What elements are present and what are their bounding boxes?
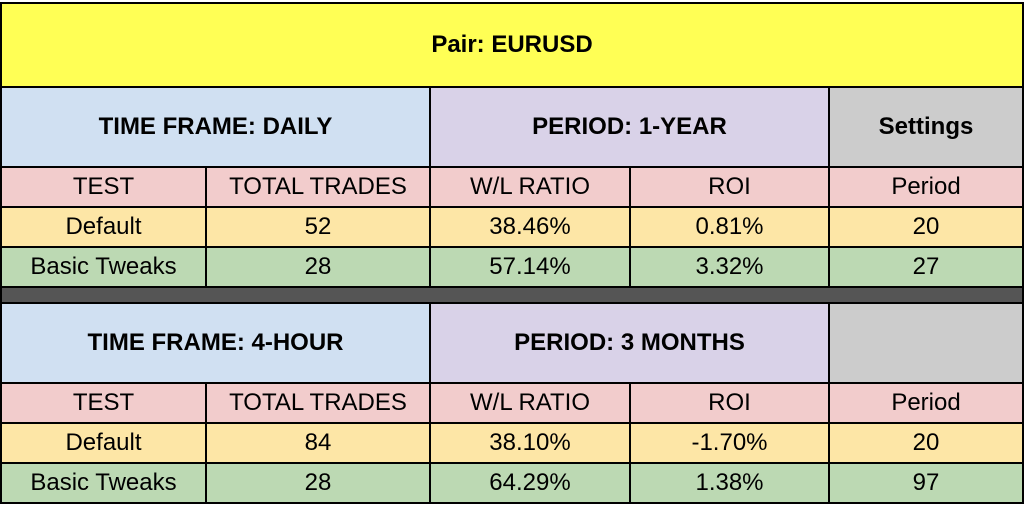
header-total-trades: TOTAL TRADES bbox=[205, 382, 431, 424]
header-roi: ROI bbox=[629, 382, 830, 424]
results-table: Pair: EURUSD TIME FRAME: DAILY PERIOD: 1… bbox=[0, 2, 1024, 504]
timeframe-4-hour: TIME FRAME: 4-HOUR bbox=[0, 302, 431, 384]
period-3-months: PERIOD: 3 MONTHS bbox=[429, 302, 830, 384]
table-row: Basic Tweaks 28 64.29% 1.38% 97 bbox=[0, 462, 1024, 504]
header-test: TEST bbox=[0, 166, 207, 208]
cell-total-trades: 28 bbox=[205, 462, 431, 504]
header-wl-ratio: W/L RATIO bbox=[429, 382, 631, 424]
table-row: Default 84 38.10% -1.70% 20 bbox=[0, 422, 1024, 464]
cell-period: 20 bbox=[827, 206, 1024, 248]
cell-wl-ratio: 57.14% bbox=[429, 246, 631, 288]
header-wl-ratio: W/L RATIO bbox=[429, 166, 631, 208]
cell-total-trades: 84 bbox=[205, 422, 431, 464]
header-total-trades: TOTAL TRADES bbox=[205, 166, 431, 208]
cell-total-trades: 28 bbox=[205, 246, 431, 288]
cell-period: 27 bbox=[827, 246, 1024, 288]
cell-test: Basic Tweaks bbox=[0, 462, 207, 504]
settings-header: Settings bbox=[827, 86, 1024, 168]
period-1-year: PERIOD: 1-YEAR bbox=[429, 86, 830, 168]
cell-roi: 1.38% bbox=[629, 462, 830, 504]
timeframe-daily: TIME FRAME: DAILY bbox=[0, 86, 431, 168]
cell-total-trades: 52 bbox=[205, 206, 431, 248]
table-row: Basic Tweaks 28 57.14% 3.32% 27 bbox=[0, 246, 1024, 288]
cell-test: Default bbox=[0, 206, 207, 248]
header-test: TEST bbox=[0, 382, 207, 424]
settings-header-empty bbox=[827, 302, 1024, 384]
cell-test: Basic Tweaks bbox=[0, 246, 207, 288]
cell-roi: -1.70% bbox=[629, 422, 830, 464]
cell-test: Default bbox=[0, 422, 207, 464]
header-roi: ROI bbox=[629, 166, 830, 208]
cell-period: 20 bbox=[827, 422, 1024, 464]
table-row: Default 52 38.46% 0.81% 20 bbox=[0, 206, 1024, 248]
cell-roi: 3.32% bbox=[629, 246, 830, 288]
header-period: Period bbox=[827, 382, 1024, 424]
pair-title: Pair: EURUSD bbox=[0, 2, 1024, 88]
header-period: Period bbox=[827, 166, 1024, 208]
cell-roi: 0.81% bbox=[629, 206, 830, 248]
section-divider bbox=[0, 286, 1024, 304]
cell-period: 97 bbox=[827, 462, 1024, 504]
cell-wl-ratio: 38.46% bbox=[429, 206, 631, 248]
cell-wl-ratio: 38.10% bbox=[429, 422, 631, 464]
cell-wl-ratio: 64.29% bbox=[429, 462, 631, 504]
